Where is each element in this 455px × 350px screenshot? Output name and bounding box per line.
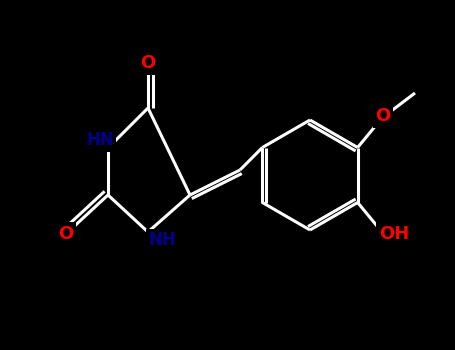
Text: NH: NH <box>148 231 176 249</box>
Text: OH: OH <box>379 225 409 243</box>
Text: HN: HN <box>86 131 114 149</box>
Text: O: O <box>375 107 391 125</box>
Text: O: O <box>58 225 74 243</box>
Text: O: O <box>141 54 156 72</box>
